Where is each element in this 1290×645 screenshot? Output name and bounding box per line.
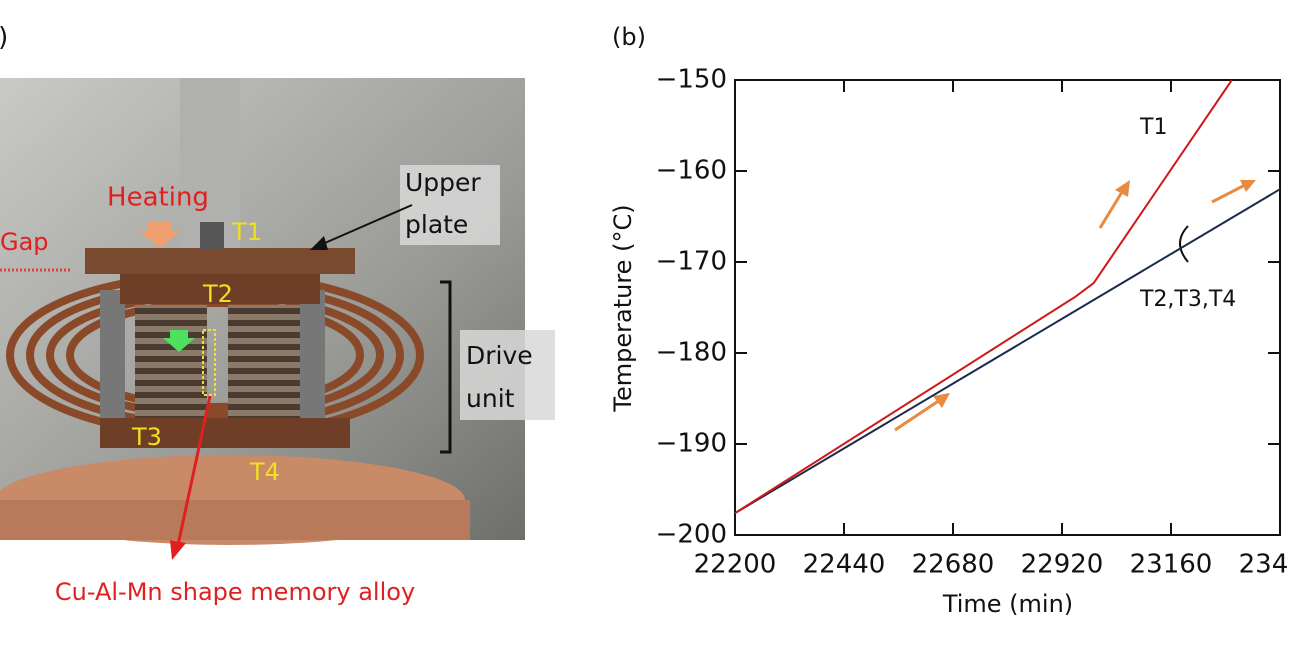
y-tick-label: −190 [656,429,727,459]
pointer [317,204,413,247]
arrowhead [310,236,328,250]
y-tick-label: −170 [656,247,727,277]
heating-arrow [140,222,180,248]
bracket [1179,225,1189,263]
bracket [440,280,452,454]
series-label: T2,T3,T4 [1139,287,1236,312]
photo-label: Gap [0,228,49,256]
photo-label: Heating [107,183,209,213]
spring [135,305,207,420]
spring [228,305,300,420]
photo-label: unit [466,384,515,413]
panel-label: (a) [0,23,8,53]
post [300,290,325,420]
label-box [460,330,555,420]
label-box [400,165,500,245]
photo-label: Upper [405,168,481,197]
y-tick-label: −180 [656,338,727,368]
photo-label: T1 [231,218,262,246]
photo: (a) Heating T1 Upper plate Gap T2 Drive … [0,23,555,606]
arrows [894,180,1256,432]
base-flange [0,500,470,540]
photo-label: Drive [466,341,533,370]
alloy-marker [202,329,216,396]
post [100,290,125,420]
x-tick-label: 22680 [912,550,995,580]
panel-label: (b) [612,23,646,51]
photo-label: T4 [249,458,280,486]
photo-label: T3 [131,423,162,451]
series-line [734,79,1233,515]
x-tick-label: 22920 [1021,550,1104,580]
plate [120,274,320,304]
series-line [734,188,1281,515]
lower-plate [100,418,350,448]
y-tick-label: −150 [656,65,727,95]
bolt [200,222,224,250]
pointer [176,395,212,546]
photo-label: T2 [202,280,233,308]
motion-arrow [163,330,195,352]
series-label: T1 [1139,115,1167,140]
arrowhead [170,540,186,560]
x-tick-label: 22200 [694,550,777,580]
x-tick-label: 23160 [1130,550,1213,580]
y-tick-label: −200 [656,520,727,550]
plot-frame [734,79,1281,536]
x-axis-title: Time (min) [942,590,1073,618]
x-tick-label: 22440 [803,550,886,580]
chart: (b) Time (min) Temperature (°C) −200 −190… [609,23,1290,618]
x-tick-label: 23400 [1239,550,1290,580]
caption: Cu-Al-Mn shape memory alloy [55,578,415,606]
photo-label: plate [405,210,468,239]
upper-plate [85,248,355,274]
y-tick-label: −160 [656,156,727,186]
y-axis-title: Temperature (°C) [609,204,637,412]
